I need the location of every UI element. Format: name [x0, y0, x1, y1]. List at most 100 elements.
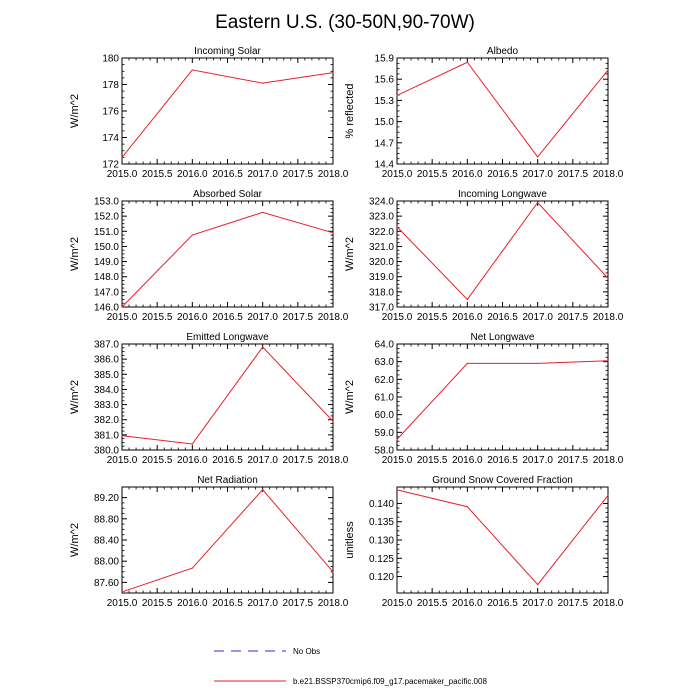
x-tick-label: 2017.0 — [247, 598, 278, 609]
data-point — [262, 346, 264, 348]
y-tick-label: 63.0 — [375, 357, 395, 368]
data-point — [607, 494, 609, 497]
data-point — [537, 583, 539, 586]
panel-title: Ground Snow Covered Fraction — [432, 475, 573, 486]
x-tick-label: 2015.0 — [382, 598, 413, 609]
panel-title: Net Radiation — [197, 475, 258, 486]
panel-8: Ground Snow Covered Fraction 0.120 0.125 0.… — [344, 475, 624, 609]
y-tick-label: 15.9 — [375, 54, 395, 65]
data-point — [332, 571, 334, 573]
data-point — [191, 234, 193, 236]
data-point — [607, 360, 609, 362]
x-tick-label: 2015.5 — [417, 312, 448, 323]
x-tick-label: 2018.0 — [318, 598, 349, 609]
x-tick-label: 2017.5 — [558, 312, 589, 323]
y-tick-label: 88.80 — [94, 514, 119, 525]
x-tick-label: 2017.0 — [522, 455, 553, 466]
y-tick-label: 384.0 — [94, 385, 119, 396]
y-tick-label: 323.0 — [369, 212, 394, 223]
x-tick-label: 2015.5 — [142, 598, 173, 609]
x-tick-label: 2016.0 — [177, 598, 208, 609]
data-point — [191, 443, 193, 445]
panel-1: Incoming Solar 172 174 176 178 180 2015.0 2015.… — [69, 46, 349, 180]
y-tick-label: 146.0 — [94, 303, 119, 314]
y-tick-label: 322.0 — [369, 227, 394, 238]
data-point — [607, 69, 609, 71]
y-tick-label: 15.3 — [375, 96, 395, 107]
data-point — [332, 232, 334, 234]
data-point — [396, 226, 398, 228]
data-point — [262, 211, 264, 213]
x-tick-label: 2018.0 — [593, 455, 624, 466]
x-tick-label: 2016.5 — [212, 455, 243, 466]
x-tick-label: 2017.5 — [283, 169, 314, 180]
series-line — [396, 201, 609, 301]
data-point — [537, 201, 539, 204]
legend: No Obs b.e21.BSSP370cmip6.f09_g17.pacema… — [214, 647, 487, 686]
panel-title: Emitted Longwave — [186, 332, 269, 343]
data-point — [121, 306, 123, 308]
panel-title: Absorbed Solar — [193, 189, 263, 200]
y-tick-label: 148.0 — [94, 272, 119, 283]
y-tick-label: 319.0 — [369, 272, 394, 283]
x-tick-label: 2018.0 — [593, 598, 624, 609]
y-tick-label: 382.0 — [94, 415, 119, 426]
panel-7: Net Radiation 87.60 88.00 88.40 88.80 89.20 20… — [69, 475, 349, 609]
panels: Incoming Solar 172 174 176 178 180 2015.0 2015.… — [69, 46, 624, 609]
y-axis-label: W/m^2 — [69, 523, 81, 557]
x-tick-label: 2016.0 — [452, 312, 483, 323]
plot-frame — [396, 57, 609, 165]
x-tick-label: 2016.0 — [177, 455, 208, 466]
plot-frame — [121, 343, 334, 451]
y-axis-label: W/m^2 — [344, 237, 356, 271]
y-tick-label: 318.0 — [369, 287, 394, 298]
y-tick-label: 172 — [102, 160, 119, 171]
y-tick-label: 381.0 — [94, 430, 119, 441]
figure-title: Eastern U.S. (30-50N,90-70W) — [215, 12, 475, 33]
x-tick-label: 2018.0 — [318, 455, 349, 466]
plot-frame — [396, 343, 609, 451]
x-tick-label: 2016.5 — [487, 598, 518, 609]
y-tick-label: 0.135 — [369, 517, 394, 528]
data-point — [607, 277, 609, 279]
x-tick-label: 2016.0 — [452, 455, 483, 466]
y-tick-label: 151.0 — [94, 227, 119, 238]
data-point — [537, 362, 539, 365]
data-point — [262, 82, 264, 84]
y-tick-label: 61.0 — [375, 393, 395, 404]
data-point — [121, 591, 123, 593]
x-tick-label: 2016.0 — [177, 169, 208, 180]
y-tick-label: 150.0 — [94, 242, 119, 253]
x-tick-label: 2015.5 — [142, 169, 173, 180]
x-tick-label: 2016.5 — [212, 312, 243, 323]
y-axis-label: W/m^2 — [69, 380, 81, 414]
y-tick-label: 14.7 — [375, 138, 395, 149]
y-tick-label: 0.125 — [369, 554, 394, 565]
y-axis-label: W/m^2 — [69, 94, 81, 128]
panel-6: Net Longwave 58.0 59.0 60.0 61.0 62.0 63.0 64.0… — [344, 332, 624, 466]
x-tick-label: 2015.5 — [417, 455, 448, 466]
y-tick-label: 0.120 — [369, 572, 394, 583]
y-tick-label: 380.0 — [94, 446, 119, 457]
x-tick-label: 2018.0 — [593, 312, 624, 323]
x-tick-label: 2016.5 — [212, 598, 243, 609]
data-point — [466, 298, 468, 301]
x-tick-label: 2017.5 — [283, 455, 314, 466]
y-tick-label: 64.0 — [375, 340, 395, 351]
x-tick-label: 2015.5 — [142, 455, 173, 466]
y-tick-label: 62.0 — [375, 375, 395, 386]
x-tick-label: 2018.0 — [318, 312, 349, 323]
y-tick-label: 383.0 — [94, 400, 119, 411]
x-tick-label: 2015.5 — [142, 312, 173, 323]
x-tick-label: 2016.5 — [487, 455, 518, 466]
x-tick-label: 2018.0 — [318, 169, 349, 180]
y-tick-label: 15.6 — [375, 75, 395, 86]
y-tick-label: 147.0 — [94, 287, 119, 298]
x-tick-label: 2017.0 — [247, 169, 278, 180]
y-tick-label: 387.0 — [94, 340, 119, 351]
x-tick-label: 2016.0 — [452, 598, 483, 609]
y-tick-label: 58.0 — [375, 446, 395, 457]
x-tick-label: 2018.0 — [593, 169, 624, 180]
x-tick-label: 2015.0 — [107, 455, 138, 466]
